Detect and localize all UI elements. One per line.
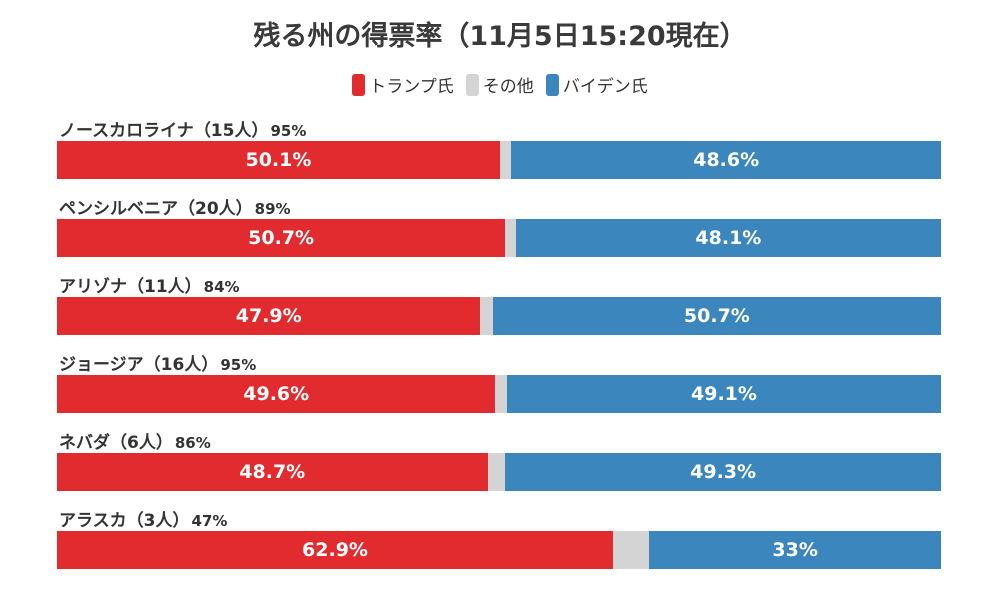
state-name: アラスカ (59, 511, 127, 531)
electoral-votes: （3人） (126, 511, 190, 531)
electoral-votes: （20人） (178, 199, 253, 219)
stacked-bar: 49.6% 49.1% (57, 375, 941, 413)
legend: トランプ氏 その他 バイデン氏 (0, 72, 1000, 97)
legend-label-trump: トランプ氏 (369, 77, 454, 97)
row-label: ノースカロライナ（15人） 95% (59, 116, 306, 141)
bar-segment-trump: 48.7% (57, 453, 488, 491)
bar-segment-biden: 49.1% (506, 375, 941, 413)
legend-label-biden: バイデン氏 (562, 77, 648, 97)
bar-segment-trump: 62.9% (57, 531, 614, 569)
state-name: アリゾナ (59, 277, 127, 297)
stacked-bar: 50.7% 48.1% (57, 219, 941, 257)
reported-percent: 47% (191, 512, 228, 530)
bar-segment-other (495, 375, 507, 413)
electoral-votes: （16人） (143, 355, 219, 375)
stacked-bar: 47.9% 50.7% (57, 297, 941, 335)
bar-segment-other (613, 531, 650, 569)
row-label: ペンシルベニア（20人） 89% (59, 194, 291, 219)
bar-segment-trump: 50.7% (57, 219, 506, 257)
bar-segment-biden: 48.6% (511, 141, 941, 179)
electoral-votes: （6人） (110, 433, 173, 453)
stacked-bar: 48.7% 49.3% (57, 453, 941, 491)
bar-segment-other (480, 297, 493, 335)
stacked-bar: 50.1% 48.6% (57, 141, 941, 179)
row-label: アラスカ（3人） 47% (59, 506, 227, 531)
legend-swatch-biden (545, 73, 559, 96)
bar-segment-trump: 49.6% (57, 375, 496, 413)
legend-item-trump: トランプ氏 (352, 72, 454, 97)
electoral-votes: （15人） (193, 121, 269, 141)
bar-segment-biden: 50.7% (492, 297, 941, 335)
reported-percent: 89% (254, 200, 291, 218)
legend-label-other: その他 (482, 77, 534, 97)
reported-percent: 84% (203, 278, 240, 296)
bar-segment-other (505, 219, 516, 257)
chart-title: 残る州の得票率（11月5日15:20現在） (253, 21, 747, 52)
state-name: ペンシルベニア (59, 199, 178, 219)
legend-swatch-trump (352, 73, 366, 96)
bar-segment-biden: 33% (649, 531, 941, 569)
state-name: ノースカロライナ (59, 121, 194, 141)
reported-percent: 95% (220, 356, 257, 374)
bar-segment-biden: 49.3% (505, 453, 941, 491)
legend-item-biden: バイデン氏 (545, 72, 648, 97)
legend-item-other: その他 (465, 72, 534, 97)
row-label: ジョージア（16人） 95% (59, 350, 256, 375)
reported-percent: 95% (270, 122, 307, 140)
state-name: ジョージア (59, 355, 144, 375)
bar-segment-other (499, 141, 512, 179)
bar-segment-biden: 48.1% (515, 219, 941, 257)
row-label: ネバダ（6人） 86% (59, 428, 211, 453)
bar-segment-other (487, 453, 506, 491)
row-label: アリゾナ（11人） 84% (59, 272, 240, 297)
state-name: ネバダ (59, 433, 110, 453)
bar-segment-trump: 50.1% (57, 141, 500, 179)
bar-segment-trump: 47.9% (57, 297, 481, 335)
legend-swatch-other (465, 73, 479, 96)
reported-percent: 86% (174, 434, 211, 452)
electoral-votes: （11人） (127, 277, 202, 297)
stacked-bar: 62.9% 33% (57, 531, 941, 569)
